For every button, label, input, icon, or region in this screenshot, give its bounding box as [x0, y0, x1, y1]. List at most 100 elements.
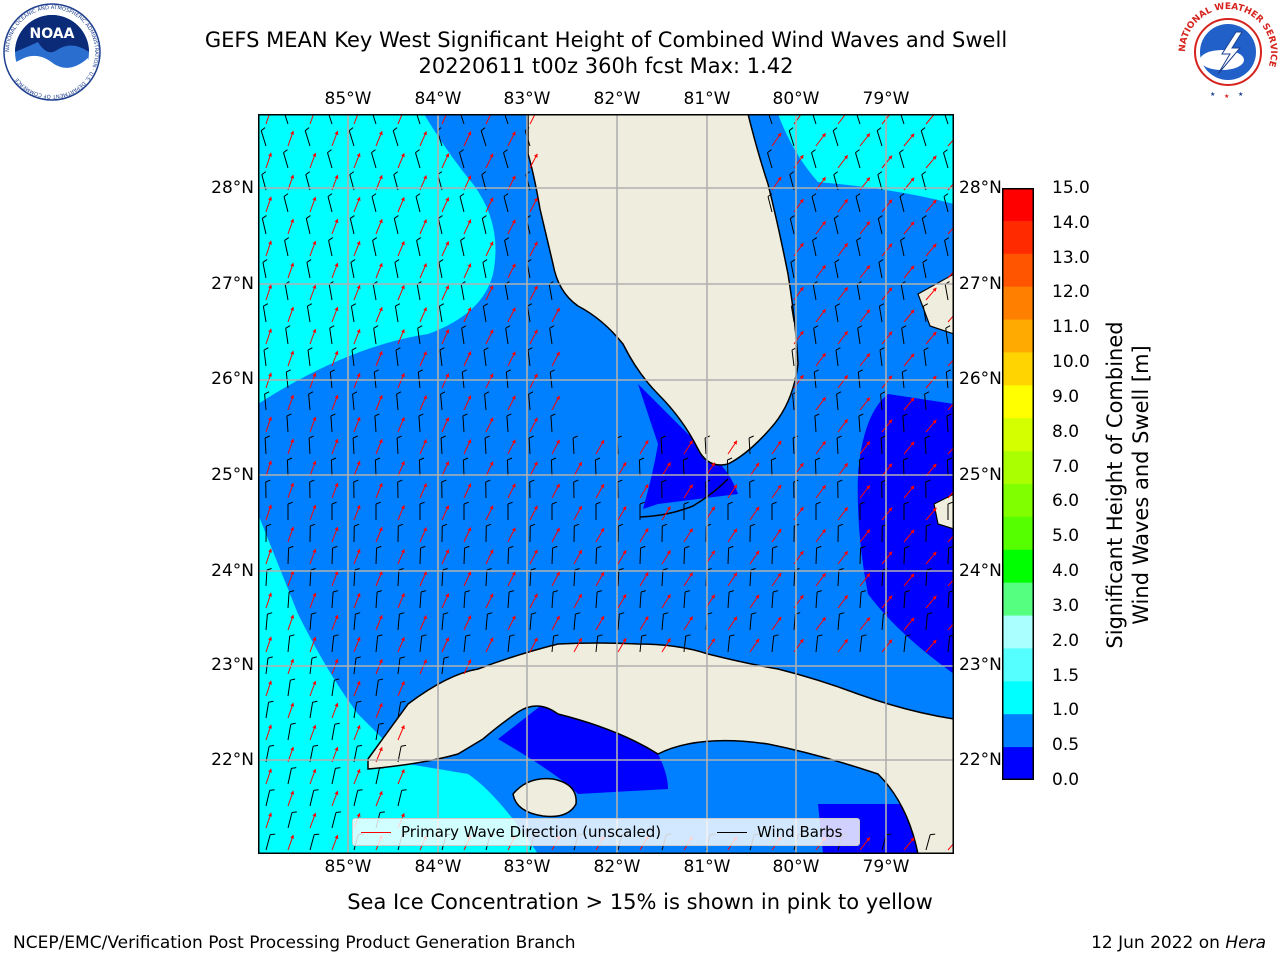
wind-barb	[330, 459, 333, 477]
wave-arrow-head	[888, 463, 893, 468]
wind-barb-flag	[461, 325, 467, 329]
wave-arrow-head	[334, 175, 339, 179]
wave-arrow-head	[755, 550, 760, 555]
wave-arrow-head	[334, 263, 339, 267]
wind-barb-flag	[549, 325, 555, 329]
wave-arrow-head	[910, 309, 915, 314]
map-legend: Primary Wave Direction (unscaled) Wind B…	[352, 818, 860, 846]
wind-barb	[416, 284, 421, 301]
wind-barb-flag	[663, 612, 669, 615]
wind-barb	[771, 547, 774, 565]
wind-barb-flag	[551, 457, 557, 461]
wave-arrow-head	[378, 571, 383, 576]
wind-barb	[944, 240, 949, 257]
legend-swatch	[361, 832, 391, 833]
wave-arrow-head	[312, 153, 317, 157]
wind-barb-flag	[462, 369, 467, 373]
wind-barb	[924, 394, 927, 411]
wind-barb	[792, 394, 795, 411]
wave-arrow-head	[932, 595, 937, 600]
wave-arrow-head	[932, 199, 937, 204]
wave-arrow-head	[821, 265, 826, 270]
wave-arrow-head	[799, 287, 804, 291]
wind-barb-flag	[880, 435, 886, 439]
wave-arrow-head	[467, 615, 472, 620]
wind-barb-flag	[356, 700, 362, 703]
wind-barb	[791, 350, 795, 367]
wind-barb-flag	[354, 568, 360, 571]
wave-arrow-head	[932, 375, 937, 380]
wind-barb-flag	[308, 391, 314, 395]
wind-barb	[371, 196, 377, 213]
colorbar-tick-label: 2.0	[1052, 630, 1080, 651]
wave-arrow-head	[467, 307, 472, 312]
wind-barb-flag	[575, 612, 581, 615]
wind-barb-flag	[530, 568, 536, 571]
wind-barb-flag	[287, 457, 293, 461]
wave-arrow-head	[268, 592, 272, 597]
wind-barb-flag	[859, 501, 865, 505]
wave-field-1.0-1.5-sw	[258, 514, 538, 854]
wave-arrow-head	[268, 240, 272, 245]
wave-direction-arrow	[353, 114, 359, 125]
wave-arrow-head	[423, 351, 427, 356]
noaa-wordmark: NOAA	[30, 26, 75, 42]
wind-barb	[903, 636, 907, 653]
wind-barb	[261, 218, 267, 235]
wave-arrow-head	[666, 506, 671, 511]
wind-barb	[812, 284, 817, 301]
wind-barb-flag	[902, 369, 907, 373]
wind-barb-flag	[527, 347, 533, 351]
wind-barb	[375, 636, 379, 653]
wind-barb	[328, 114, 333, 125]
wind-barb	[286, 415, 289, 433]
wave-arrow-head	[821, 309, 826, 314]
wind-barb-flag	[503, 149, 508, 153]
wave-arrow-head	[777, 528, 782, 533]
wind-barb	[375, 680, 379, 697]
wind-barb-flag	[900, 237, 906, 241]
wind-barb-flag	[903, 457, 909, 461]
wind-barb-flag	[772, 590, 779, 593]
wind-barb-flag	[480, 127, 486, 132]
wave-arrow-head	[644, 484, 649, 489]
wave-arrow-head	[334, 835, 339, 839]
wave-arrow-head	[356, 769, 361, 774]
wind-barb-flag	[750, 523, 756, 527]
wind-barb	[437, 218, 443, 235]
wind-barb	[394, 262, 399, 279]
wind-barb-flag	[486, 523, 492, 527]
wind-barb-flag	[838, 568, 844, 571]
wind-barb	[482, 262, 487, 279]
wave-arrow-head	[378, 483, 383, 488]
florida-keys	[639, 478, 729, 518]
wave-arrow-head	[932, 507, 937, 512]
wind-barb-flag	[858, 413, 864, 417]
wave-arrow-head	[511, 395, 516, 400]
colorbar-block	[1002, 747, 1034, 780]
wind-barb	[265, 702, 270, 719]
wind-barb	[283, 152, 289, 169]
wave-direction-arrow	[397, 114, 403, 125]
wave-arrow-head	[467, 351, 472, 356]
wave-arrow-head	[866, 177, 870, 182]
wind-barb	[463, 547, 466, 565]
wave-arrow-head	[445, 197, 450, 202]
wind-barb-flag	[374, 413, 380, 417]
wind-barb	[506, 415, 509, 433]
wind-barb	[309, 834, 315, 851]
wind-barb-flag	[482, 215, 487, 219]
wave-arrow-head	[290, 482, 295, 487]
wind-barb	[309, 569, 312, 587]
wind-barb-flag	[573, 479, 579, 483]
wind-barb	[790, 306, 795, 323]
wave-arrow-head	[378, 527, 383, 532]
wind-barb-flag	[899, 193, 905, 197]
wave-arrow-head	[378, 131, 383, 136]
wave-arrow-head	[334, 791, 339, 795]
wind-barb	[506, 459, 509, 477]
wind-barb	[418, 459, 421, 477]
wave-arrow-head	[511, 439, 516, 444]
wind-barb	[881, 614, 884, 631]
wind-barb-flag	[372, 237, 378, 241]
